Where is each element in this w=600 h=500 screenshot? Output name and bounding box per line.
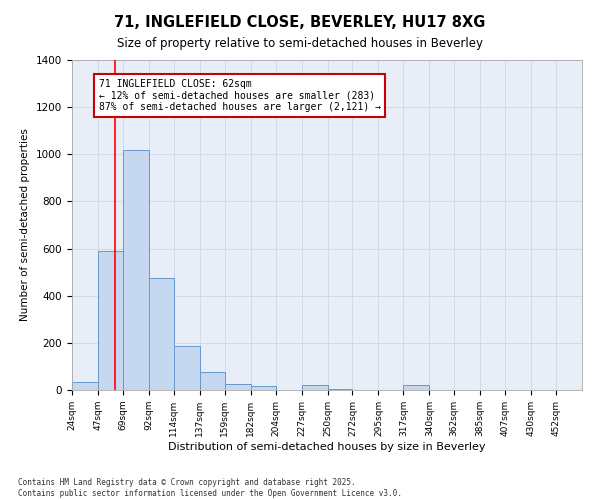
Text: 71 INGLEFIELD CLOSE: 62sqm
← 12% of semi-detached houses are smaller (283)
87% o: 71 INGLEFIELD CLOSE: 62sqm ← 12% of semi… <box>98 79 380 112</box>
X-axis label: Distribution of semi-detached houses by size in Beverley: Distribution of semi-detached houses by … <box>168 442 486 452</box>
Bar <box>328 389 352 390</box>
Text: Contains HM Land Registry data © Crown copyright and database right 2025.
Contai: Contains HM Land Registry data © Crown c… <box>18 478 402 498</box>
Bar <box>123 150 149 390</box>
Bar <box>200 372 224 390</box>
Bar <box>224 384 251 390</box>
Bar <box>98 251 123 390</box>
Bar <box>174 346 200 390</box>
Text: Size of property relative to semi-detached houses in Beverley: Size of property relative to semi-detach… <box>117 38 483 51</box>
Bar <box>72 382 98 390</box>
Y-axis label: Number of semi-detached properties: Number of semi-detached properties <box>20 128 31 322</box>
Bar <box>403 386 430 390</box>
Bar <box>302 386 328 390</box>
Bar <box>251 386 275 390</box>
Text: 71, INGLEFIELD CLOSE, BEVERLEY, HU17 8XG: 71, INGLEFIELD CLOSE, BEVERLEY, HU17 8XG <box>115 15 485 30</box>
Bar <box>149 278 174 390</box>
